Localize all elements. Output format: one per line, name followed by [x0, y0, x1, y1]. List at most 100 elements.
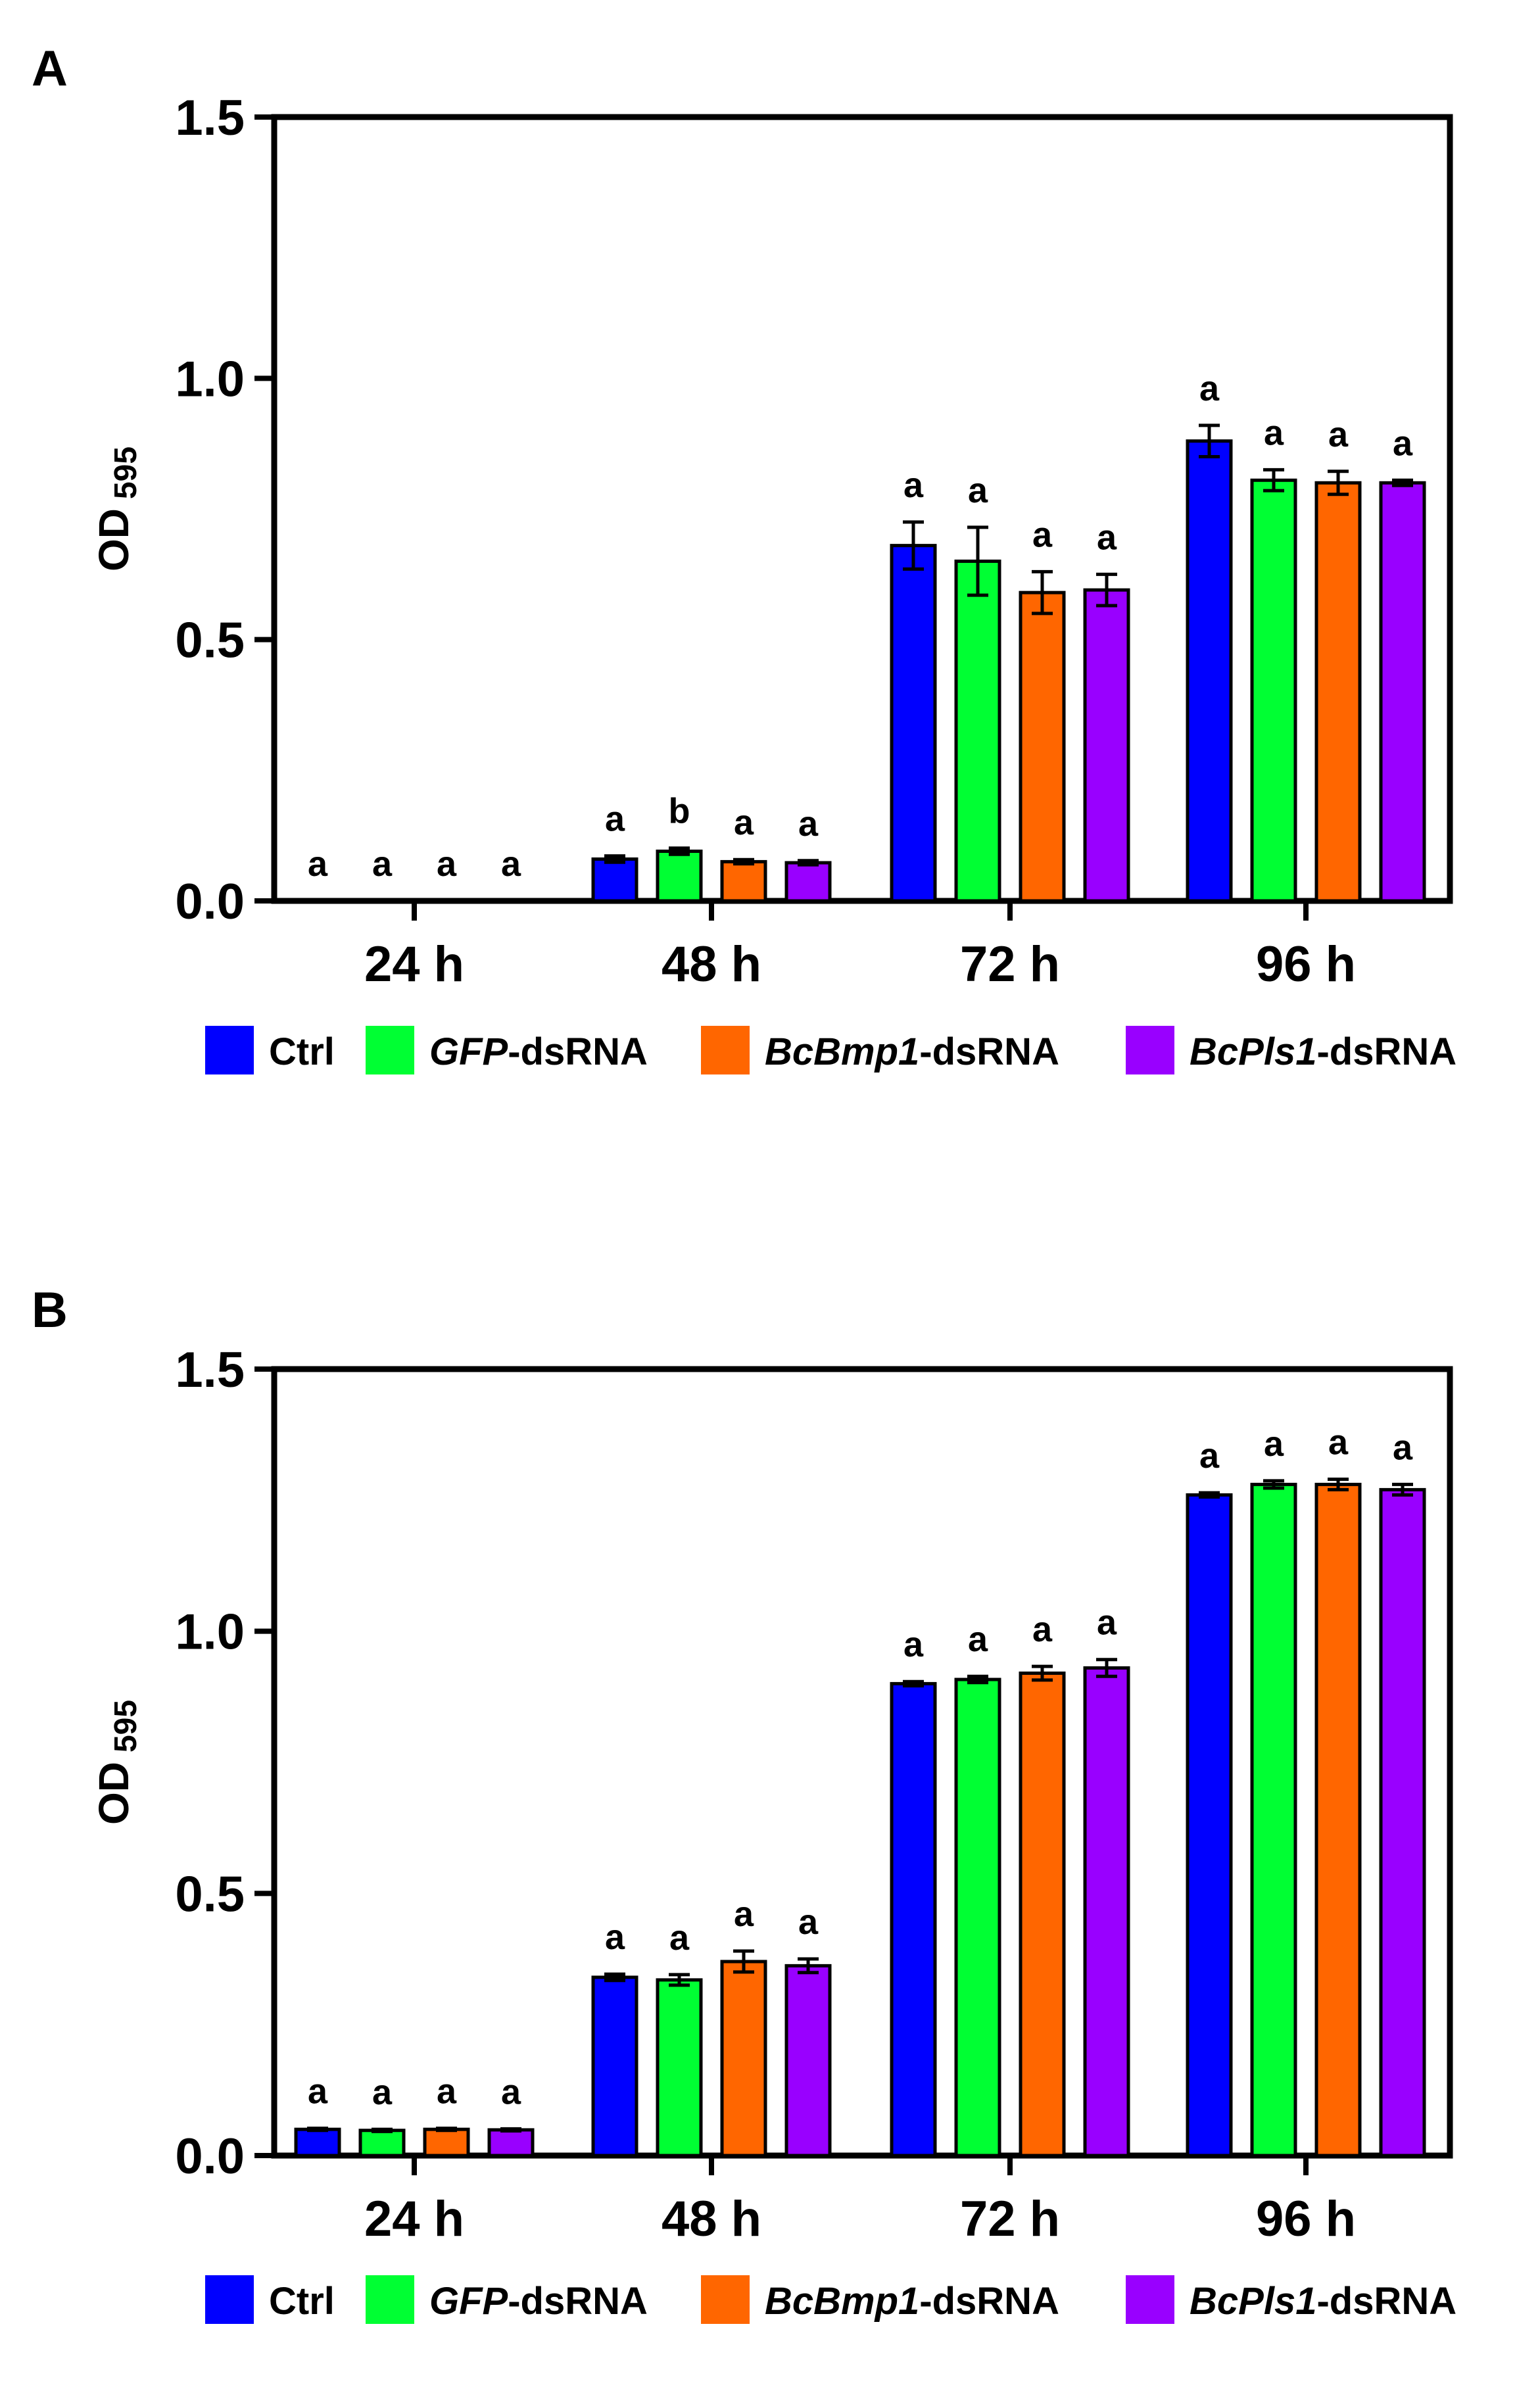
bar [423, 2127, 470, 2158]
y-tick-label: 1.5 [175, 90, 245, 146]
bar [1314, 1482, 1362, 2158]
bar [720, 859, 767, 903]
bar [890, 544, 937, 903]
legend-label-italic: BcPls1 [1190, 1030, 1316, 1073]
significance-letter: a [798, 1902, 819, 1942]
bar [1379, 1487, 1426, 2158]
significance-letter: b [669, 792, 690, 831]
significance-letter: a [734, 803, 754, 842]
significance-letter: a [1264, 413, 1284, 452]
x-category-label: 48 h [662, 936, 761, 992]
legend-label: BcPls1-dsRNA [1190, 2280, 1456, 2323]
legend-label-plain: -dsRNA [919, 1030, 1059, 1073]
panel-label: A [32, 41, 68, 97]
panel-b: B 0.0 0.5 1.0 1.5 OD 595 24 h 48 h 72 h 96 h a a a a a a… [32, 1282, 1456, 2324]
legend-swatch [1126, 2275, 1174, 2324]
bar [487, 2128, 535, 2158]
significance-letter: a [372, 844, 393, 884]
legend-swatch [701, 2275, 750, 2324]
significance-letter: a [1328, 1422, 1349, 1462]
significance-letter: a [1032, 515, 1053, 554]
y-axis-title: OD 595 [90, 446, 143, 571]
bar [720, 1960, 767, 2158]
bar [1186, 439, 1233, 903]
bar [1083, 1666, 1130, 2158]
bar [591, 1975, 638, 2158]
x-category-label: 72 h [960, 2191, 1060, 2247]
legend-label-plain: Ctrl [269, 1030, 335, 1073]
significance-letter: a [372, 2073, 393, 2112]
significance-letter: a [1328, 415, 1349, 454]
bar [954, 559, 1001, 903]
legend-label: BcPls1-dsRNA [1190, 1030, 1456, 1073]
legend: Ctrl GFP-dsRNA BcBmp1-dsRNA BcPls1-dsRNA [205, 1026, 1456, 1074]
x-category-label: 96 h [1256, 2191, 1356, 2247]
significance-letter: a [903, 466, 924, 505]
legend: Ctrl GFP-dsRNA BcBmp1-dsRNA BcPls1-dsRNA [205, 2275, 1456, 2324]
legend-label: BcBmp1-dsRNA [765, 1030, 1059, 1073]
legend-label-italic: BcBmp1 [765, 2280, 919, 2323]
bar [1019, 591, 1066, 903]
bar [591, 857, 638, 903]
significance-letter: a [1097, 1603, 1117, 1643]
significance-letter: a [968, 471, 988, 510]
y-tick-label: 0.5 [175, 1866, 245, 1922]
y-tick-label: 1.0 [175, 351, 245, 407]
x-category-label: 72 h [960, 936, 1060, 992]
bar [1250, 478, 1297, 903]
legend-swatch [205, 1026, 254, 1074]
y-tick-label: 0.0 [175, 874, 245, 930]
y-tick-label: 1.5 [175, 1342, 245, 1398]
bar [656, 1978, 703, 2158]
legend-label-plain: -dsRNA [919, 2280, 1059, 2323]
significance-letter: a [605, 800, 625, 839]
legend-label-plain: -dsRNA [1316, 2280, 1456, 2323]
panel-a: A 0.0 0.5 1.0 1.5 OD 595 24 h 48 h 72 h 96 h a a a a a b… [32, 41, 1456, 1074]
bar [1379, 481, 1426, 903]
significance-letter: a [308, 844, 328, 884]
legend-label-italic: GFP [429, 2280, 508, 2323]
bar [784, 861, 832, 903]
significance-letter: a [1393, 1428, 1413, 1467]
legend-swatch [701, 1026, 750, 1074]
legend-label: GFP-dsRNA [429, 2280, 648, 2323]
significance-letter: a [1032, 1610, 1053, 1649]
legend-label-plain: Ctrl [269, 2280, 335, 2323]
legend-label-italic: BcPls1 [1190, 2280, 1316, 2323]
bar [656, 850, 703, 903]
y-tick-label: 0.5 [175, 613, 245, 669]
significance-letter: a [437, 844, 457, 884]
significance-letter: a [1393, 423, 1413, 463]
significance-letter: a [437, 2072, 457, 2111]
bar [1314, 481, 1362, 903]
panel-label: B [32, 1282, 68, 1338]
y-axis-title-main: OD [90, 1762, 137, 1825]
bar [1019, 1671, 1066, 2158]
bar [784, 1964, 832, 2158]
legend-label: BcBmp1-dsRNA [765, 2280, 1059, 2323]
legend-swatch [366, 1026, 414, 1074]
legend-swatch [366, 2275, 414, 2324]
bar [954, 1677, 1001, 2158]
x-category-label: 24 h [364, 2191, 464, 2247]
x-category-label: 24 h [364, 936, 464, 992]
significance-letter: a [501, 2072, 521, 2111]
y-tick-label: 1.0 [175, 1605, 245, 1660]
legend-label-plain: -dsRNA [508, 2280, 648, 2323]
significance-letter: a [501, 844, 521, 884]
legend-label-italic: GFP [429, 1030, 508, 1073]
significance-letter: a [1199, 1436, 1220, 1476]
significance-letter: a [734, 1894, 754, 1934]
bar [1250, 1482, 1297, 2158]
bar [1083, 588, 1130, 903]
significance-letter: a [1199, 369, 1220, 408]
y-axis-title-subscript: 595 [108, 446, 143, 499]
legend-swatch [205, 2275, 254, 2324]
legend-label-plain: -dsRNA [1316, 1030, 1456, 1073]
bar [1186, 1493, 1233, 2158]
x-category-label: 96 h [1256, 936, 1356, 992]
bar [890, 1681, 937, 2158]
bar [358, 2129, 406, 2158]
legend-label: GFP-dsRNA [429, 1030, 648, 1073]
